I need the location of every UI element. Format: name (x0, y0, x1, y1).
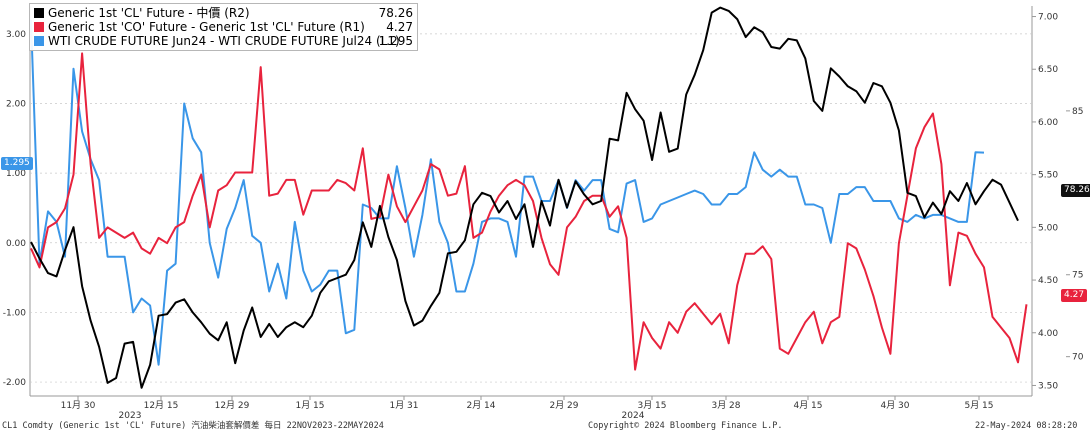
left-tick-label: -2.00 (3, 378, 27, 388)
legend-value: 4.27 (386, 20, 413, 34)
right-last-value-tag-spread: 4.27 (1061, 289, 1088, 302)
right2-tick-label: 85 (1072, 107, 1083, 117)
x-tick-label: 4月 15 (793, 400, 822, 411)
series-line-R2 (30, 6, 1019, 389)
legend-item-wti-calendar-spread: WTI CRUDE FUTURE Jun24 - WTI CRUDE FUTUR… (34, 34, 413, 48)
gridlines (29, 6, 1033, 397)
right2-tick-label: 75 (1072, 271, 1083, 281)
legend-swatch (34, 8, 44, 18)
footer-source: CL1 Comdty (Generic 1st 'CL' Future) 汽油柴… (2, 421, 384, 431)
right1-tick-label: 5.50 (1038, 171, 1058, 181)
legend-label: Generic 1st 'CO' Future - Generic 1st 'C… (48, 20, 365, 34)
year-label: 2023 (119, 411, 142, 421)
right-axis-R2: 70758085 (1066, 107, 1084, 363)
left-last-value-tag: 1.295 (1, 157, 33, 170)
right1-tick-label: 5.00 (1038, 223, 1058, 233)
footer-timestamp: 22-May-2024 08:28:20 (975, 421, 1078, 431)
footer-copyright: Copyright© 2024 Bloomberg Finance L.P. (588, 421, 783, 431)
legend-label: WTI CRUDE FUTURE Jun24 - WTI CRUDE FUTUR… (48, 34, 400, 48)
year-label: 2024 (622, 411, 645, 421)
legend-value: 78.26 (378, 6, 413, 20)
legend-swatch (34, 36, 44, 46)
series-line-L1 (30, 19, 985, 366)
left-tick-label: -1.00 (3, 308, 27, 318)
right2-tick-label: 70 (1072, 353, 1084, 363)
left-tick-label: 1.00 (6, 169, 26, 179)
legend-item-cl-mid: Generic 1st 'CL' Future - 中價 (R2) 78.26 (34, 6, 413, 20)
right1-tick-label: 4.00 (1038, 329, 1058, 339)
x-tick-label: 2月 14 (466, 400, 495, 411)
right1-tick-label: 7.00 (1038, 13, 1058, 23)
x-axis: 11月 30 12月 15 12月 29 1月 15 1月 31 2月 14 2月 29 3月… (61, 396, 994, 421)
left-tick-label: 0.00 (6, 239, 26, 249)
series-lines (30, 6, 1028, 389)
x-tick-label: 1月 31 (389, 400, 418, 411)
right-last-value-tag-cl: 78.26 (1061, 184, 1090, 197)
series-line-R1 (30, 52, 1028, 371)
x-tick-label: 2月 29 (549, 400, 578, 411)
x-tick-label: 4月 30 (880, 400, 909, 411)
x-tick-label: 3月 28 (711, 400, 740, 411)
right1-tick-label: 4.50 (1038, 276, 1058, 286)
x-tick-label: 11月 30 (61, 400, 96, 411)
left-axis-L1: -2.00 -1.00 0.00 1.00 2.00 3.00 (3, 30, 27, 388)
right1-tick-label: 6.00 (1038, 118, 1058, 128)
right1-tick-label: 6.50 (1038, 65, 1058, 75)
x-tick-label: 12月 15 (144, 400, 179, 411)
right1-tick-label: 3.50 (1038, 381, 1058, 391)
legend-value: 1.295 (378, 34, 413, 48)
right-axis-R1: 3.50 4.00 4.50 5.00 5.50 6.00 6.50 7.00 (1032, 13, 1058, 391)
legend-swatch (34, 22, 44, 32)
left-tick-label: 3.00 (6, 30, 26, 40)
legend-label: Generic 1st 'CL' Future - 中價 (R2) (48, 6, 250, 20)
legend: Generic 1st 'CL' Future - 中價 (R2) 78.26 … (29, 3, 418, 51)
x-tick-label: 5月 15 (964, 400, 993, 411)
left-tick-label: 2.00 (6, 100, 26, 110)
x-tick-label: 3月 15 (637, 400, 666, 411)
x-tick-label: 1月 15 (295, 400, 324, 411)
x-tick-label: 12月 29 (215, 400, 250, 411)
legend-item-brent-wti-spread: Generic 1st 'CO' Future - Generic 1st 'C… (34, 20, 413, 34)
